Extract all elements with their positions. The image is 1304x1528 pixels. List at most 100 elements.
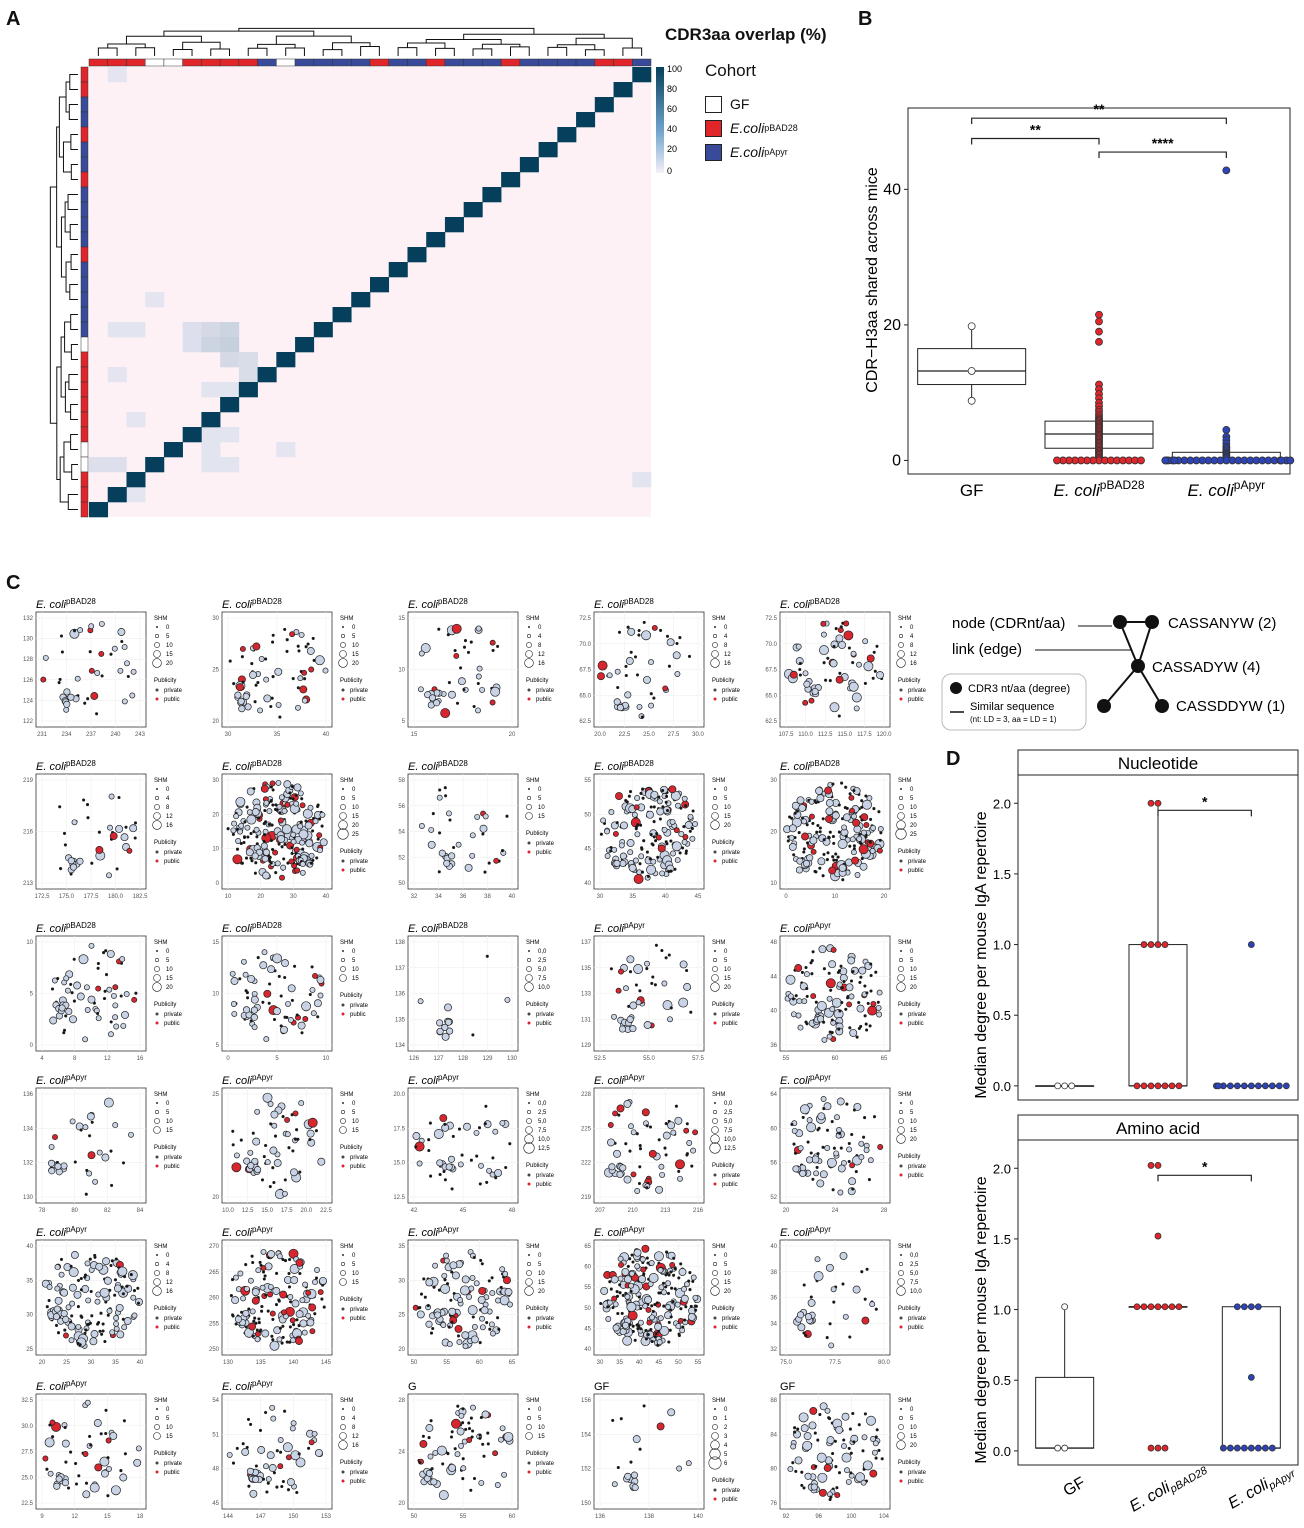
network-node [304,819,308,823]
network-node [464,1427,468,1431]
network-node [630,1471,639,1479]
network-node [297,790,304,797]
shm-legend-label: 10 [538,805,545,811]
network-node [863,1147,870,1154]
data-point [1247,1303,1255,1311]
shm-legend-circle [339,1432,347,1440]
network-node [251,852,259,860]
network-node [446,1027,454,1035]
network-node [462,645,467,649]
network-node [672,1273,676,1277]
network-node [808,798,815,805]
network-node [131,996,138,1003]
network-node [60,650,64,654]
public-legend-label: public [722,1021,738,1027]
private-legend-label: private [722,1012,741,1018]
network-node [843,806,847,810]
network-node [247,974,256,983]
shm-legend-label: 0 [910,1407,914,1413]
network-node [414,1145,418,1149]
network-node [251,808,260,816]
network-node [290,838,297,845]
private-legend-label: private [536,1173,555,1179]
network-node [235,1446,239,1450]
network-node [844,834,848,838]
network-node [109,1431,118,1440]
network-node [299,869,306,876]
network-node [293,846,300,853]
facet-strip [1017,1114,1299,1142]
y-tick-label: 45 [584,847,591,853]
x-tick-label: 55 [783,1056,790,1062]
network-node [264,657,268,661]
y-tick-label: 36 [770,1296,777,1302]
shm-legend-label: 15 [538,814,545,820]
network-node [852,847,856,851]
data-point [967,322,976,331]
network-node [234,691,242,699]
network-node [657,1138,661,1142]
network-node [643,675,651,684]
y-tick-label: 124 [23,698,34,704]
network-node [49,1016,58,1025]
network-node [609,967,613,971]
network-node [848,993,855,1000]
network-node [832,841,836,845]
network-node [816,794,825,803]
shm-legend-label: 10 [166,1425,173,1431]
shm-legend-label: 0 [538,787,542,793]
network-node [615,792,623,801]
network-node [272,953,283,964]
x-tick-label: 60 [832,1056,839,1062]
network-node [95,1015,102,1022]
network-node [94,670,101,676]
network-node [263,989,272,998]
network-node [44,1437,55,1448]
network-node [1097,699,1111,713]
shm-legend-label: 0 [724,787,728,793]
network-node [246,1467,254,1475]
network-node [88,667,95,674]
network-node [283,1409,287,1413]
network-node [862,1135,866,1139]
network-node [295,1310,304,1319]
network-node [479,1315,485,1322]
network-node [626,625,630,629]
y-tick-label: 22.5 [21,1501,33,1507]
x-tick-label: 130 [507,1056,518,1062]
network-node [801,832,809,841]
network-node [48,1167,56,1175]
row-cohort-cell [80,321,89,338]
network-node [669,1262,676,1268]
network-node [231,1296,240,1305]
network-node [448,818,452,822]
network-node [77,627,84,634]
network-node [505,814,509,818]
network-node [261,949,268,956]
y-tick-label: 30 [770,778,777,784]
public-legend-dot [341,1012,345,1016]
network-title: E. colipBAD28 [408,597,468,611]
network-node [103,1339,107,1344]
network-node [257,707,264,714]
network-node [315,856,319,860]
publicity-legend-title: Publicity [712,840,734,846]
network-node [656,1339,663,1346]
network-node [103,1097,114,1108]
network-node [860,1270,864,1274]
x-tick-label: 12.5 [242,1208,254,1214]
network-node [853,1102,862,1111]
network-node [665,1250,669,1254]
network-node [640,715,644,719]
network-node [263,694,272,703]
network-node [280,1309,287,1316]
shm-legend-circle [526,966,532,972]
network-node [802,1440,813,1451]
shm-legend-circle [339,812,347,820]
network-node [508,1142,512,1146]
network-node [838,1131,842,1135]
network-node [276,1336,283,1343]
x-tick-label: 107.5 [778,732,794,738]
shm-legend-label: 10,0 [538,985,550,991]
